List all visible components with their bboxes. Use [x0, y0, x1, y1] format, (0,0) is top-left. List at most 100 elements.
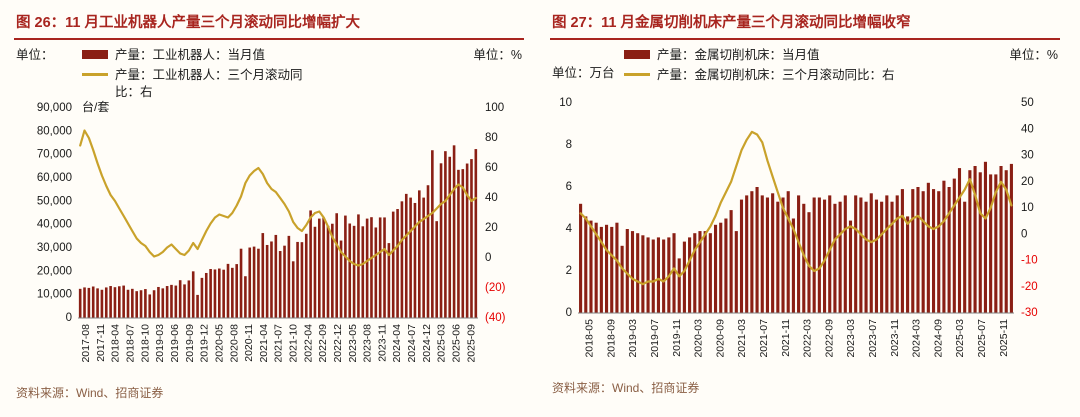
right-axis-tick: 60: [485, 162, 498, 174]
x-axis-tick: 2020-11: [243, 324, 255, 362]
right-axis-tick: (40): [485, 312, 506, 324]
right-axis-tick: -20: [1021, 281, 1038, 293]
x-axis-tick: 2019-11: [671, 319, 683, 357]
right-axis-tick: 30: [1021, 150, 1034, 162]
x-axis-tick: 2023-11: [376, 324, 388, 362]
left-axis-tick: 60,000: [37, 172, 72, 184]
left-axis-tick: 30,000: [37, 242, 72, 254]
x-axis-tick: 2021-10: [287, 324, 299, 363]
x-axis-tick: 2020-08: [228, 324, 240, 363]
right-axis-tick: (20): [485, 282, 506, 294]
x-axis-tick: 2024-09: [932, 319, 944, 358]
x-axis-tick: 2023-03: [845, 319, 857, 358]
right-axis-unit: 单位：%: [473, 48, 522, 62]
x-axis-tick: 2017-11: [95, 324, 107, 362]
bar-series: [579, 161, 1013, 313]
x-axis-tick: 2022-04: [302, 324, 314, 363]
left-axis-tick: 20,000: [37, 265, 72, 277]
legend-label: 产量：金属切削机床：三个月滚动同比：右: [657, 68, 895, 83]
figure-26-legend: 产量：工业机器人：当月值 产量：工业机器人：三个月滚动同比：右: [82, 47, 473, 100]
x-axis-tick: 2022-09: [823, 319, 835, 358]
figure-27-header: 单位：万台 产量：金属切削机床：当月值 产量：金属切削机床：三个月滚动同比：右 …: [550, 45, 1060, 95]
legend-label: 产量：金属切削机床：当月值: [657, 48, 820, 62]
x-axis-tick: 2019-09: [184, 324, 196, 363]
source-note: 资料来源：Wind、招商证券: [16, 385, 164, 400]
right-axis-tick: -10: [1021, 255, 1038, 267]
legend-item-bar-series: 产量：工业机器人：当月值: [82, 47, 473, 63]
source-note: 资料来源：Wind、招商证券: [552, 381, 700, 395]
right-axis-tick: 40: [485, 192, 498, 204]
x-axis-tick: 2021-07: [273, 324, 285, 363]
figure-26-chart: 90,000 80,000 70,000 60,000 50,000 40,000 30,0…: [37, 100, 506, 363]
left-axis-unit: 单位：: [16, 48, 54, 62]
x-axis-tick: 2018-09: [605, 319, 617, 358]
figure-27-title: 图 27：11 月金属切削机床产量三个月滚动同比增幅收窄: [552, 15, 911, 31]
right-axis-tick: 0: [485, 252, 491, 264]
x-axis-tick: 2022-12: [332, 324, 344, 363]
right-axis-tick: 0: [1021, 228, 1027, 240]
line-series: [579, 130, 1013, 286]
title-divider: [550, 38, 1060, 40]
legend-item-bar-series: 产量：金属切削机床：当月值: [624, 47, 1009, 63]
x-axis-tick: 2021-04: [258, 324, 270, 363]
legend-label: 产量：工业机器人：当月值: [115, 48, 266, 62]
figure-26-header: 单位： 产量：工业机器人：当月值 产量：工业机器人：三个月滚动同比：右 单位：%: [14, 45, 524, 100]
x-axis-tick: 2020-03: [693, 319, 705, 358]
left-axis-tick: 50,000: [37, 195, 72, 207]
x-axis-tick: 2020-09: [714, 319, 726, 358]
left-axis-unit-suffix: 台/套: [82, 100, 109, 114]
left-axis-tick: 4: [566, 223, 573, 235]
x-axis-tick: 2018-04: [110, 324, 122, 363]
left-axis-unit: 单位：万台: [552, 66, 615, 80]
right-axis-tick: 50: [1021, 97, 1034, 109]
left-axis-tick: 2: [566, 265, 572, 277]
x-axis-tick: 2022-03: [802, 319, 814, 358]
x-axis-tick: 2021-07: [758, 319, 770, 358]
left-axis-tick: 10: [559, 97, 572, 109]
right-axis-tick: 80: [485, 132, 498, 144]
x-axis-tick: 2025-03: [436, 324, 448, 363]
left-axis-tick: 0: [566, 307, 572, 319]
figure-26-title: 图 26：11 月工业机器人产量三个月滚动同比增幅扩大: [16, 15, 361, 31]
x-axis-tick: 2019-12: [199, 324, 211, 363]
x-axis-tick: 2021-03: [736, 319, 748, 358]
line-swatch-icon: [624, 73, 650, 77]
x-axis-tick: 2020-05: [213, 324, 225, 363]
x-axis-tick: 2023-05: [347, 324, 359, 363]
report-figures-row: 图 26：11 月工业机器人产量三个月滚动同比增幅扩大 单位： 产量：工业机器人…: [14, 8, 1060, 401]
x-axis-tick: 2024-07: [406, 324, 418, 363]
legend-label: 产量：工业机器人：三个月滚动同比：右: [115, 68, 303, 99]
x-axis-tick: 2025-07: [976, 319, 988, 358]
left-axis-tick: 8: [566, 139, 572, 151]
bar-swatch-icon: [624, 50, 650, 59]
right-axis-tick: -30: [1021, 307, 1038, 319]
figure-27-card: 图 27：11 月金属切削机床产量三个月滚动同比增幅收窄 单位：万台 产量：金属…: [550, 8, 1060, 401]
x-axis-tick: 2019-03: [627, 319, 639, 358]
legend-item-line-series: 产量：金属切削机床：三个月滚动同比：右: [624, 67, 1009, 83]
right-axis-tick: 40: [1021, 123, 1034, 135]
left-axis-tick: 10,000: [37, 288, 72, 300]
left-axis-tick: 6: [566, 181, 572, 193]
right-axis-tick: 100: [485, 102, 504, 114]
right-axis-tick: 10: [1021, 202, 1034, 214]
figure-27-legend: 产量：金属切削机床：当月值 产量：金属切削机床：三个月滚动同比：右: [624, 47, 1009, 84]
left-axis-tick: 70,000: [37, 148, 72, 160]
x-axis-tick: 2019-03: [154, 324, 166, 363]
x-axis-tick: 2025-11: [998, 319, 1010, 357]
x-axis-tick: 2018-05: [584, 319, 596, 358]
x-axis-tick: 2024-04: [391, 324, 403, 363]
x-axis-tick: 2017-08: [80, 324, 92, 363]
left-axis-tick: 40,000: [37, 218, 72, 230]
x-axis-tick: 2021-11: [780, 319, 792, 357]
line-series: [79, 129, 477, 267]
bar-swatch-icon: [82, 50, 108, 59]
right-axis-tick: 20: [485, 222, 498, 234]
x-axis-tick: 2025-06: [450, 324, 462, 363]
bar-series: [78, 145, 478, 318]
x-axis-tick: 2022-09: [317, 324, 329, 363]
figure-26-card: 图 26：11 月工业机器人产量三个月滚动同比增幅扩大 单位： 产量：工业机器人…: [14, 8, 524, 401]
line-swatch-icon: [82, 73, 108, 77]
x-axis-tick: 2025-09: [465, 324, 477, 363]
x-axis-tick: 2025-03: [954, 319, 966, 358]
